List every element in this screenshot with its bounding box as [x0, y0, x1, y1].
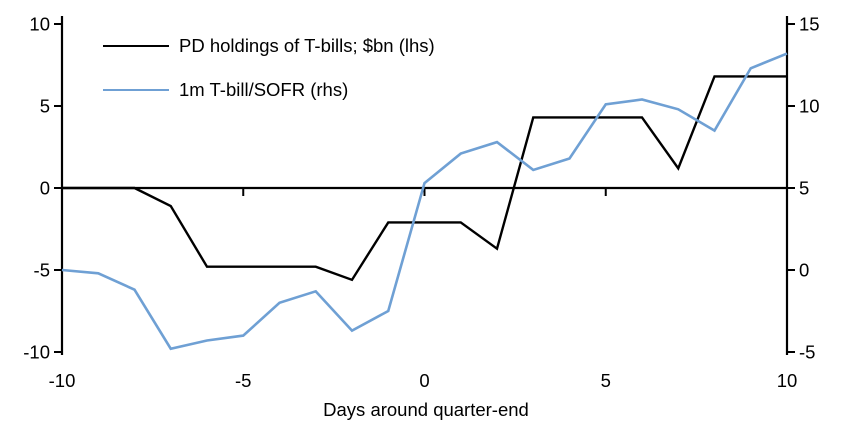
left-axis-tick-label: -10	[23, 342, 50, 363]
x-axis-tick-label: 10	[777, 370, 798, 391]
left-axis-tick-label: 10	[29, 14, 50, 35]
x-axis-tick-label: 0	[419, 370, 429, 391]
x-axis-tick-label: -10	[49, 370, 76, 391]
legend-item-pd-holdings: PD holdings of T-bills; $bn (lhs)	[103, 33, 435, 59]
right-axis-tick-label: -5	[799, 342, 815, 363]
series-line-pd-holdings	[62, 75, 787, 282]
legend-label-pd-holdings: PD holdings of T-bills; $bn (lhs)	[179, 35, 435, 56]
x-axis-title: Days around quarter-end	[323, 399, 529, 420]
legend-label-tbill-sofr: 1m T-bill/SOFR (rhs)	[179, 79, 349, 100]
legend: PD holdings of T-bills; $bn (lhs) 1m T-b…	[103, 33, 435, 121]
right-axis-tick-label: 0	[799, 260, 809, 281]
left-axis-tick-label: 5	[40, 96, 50, 117]
right-axis-tick-label: 5	[799, 178, 809, 199]
legend-line-swatch-blue	[103, 88, 169, 92]
left-axis-tick-label: 0	[40, 178, 50, 199]
series-line-tbill-sofr	[61, 52, 788, 351]
legend-line-swatch-black	[103, 44, 169, 48]
right-axis-tick-label: 10	[799, 96, 820, 117]
legend-item-tbill-sofr: 1m T-bill/SOFR (rhs)	[103, 77, 435, 103]
left-axis-tick-label: -5	[34, 260, 50, 281]
x-axis-tick-label: -5	[235, 370, 251, 391]
right-axis-tick-label: 15	[799, 14, 820, 35]
x-axis-tick-label: 5	[601, 370, 611, 391]
